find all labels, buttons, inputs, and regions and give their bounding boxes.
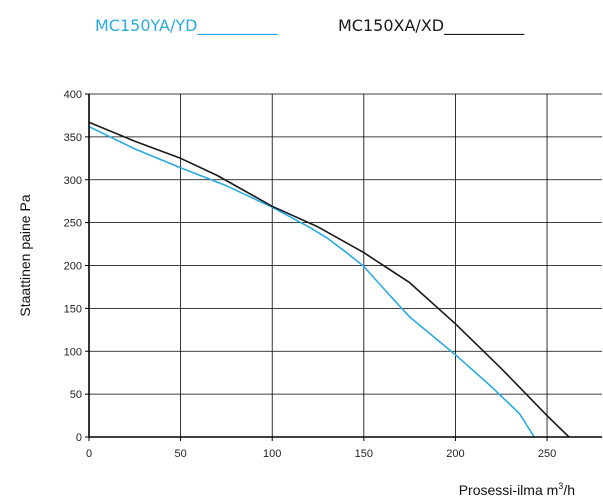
x-tick-label: 100 xyxy=(263,448,281,460)
series-line-1 xyxy=(88,125,535,438)
y-tick-label: 100 xyxy=(64,346,82,358)
y-tick-label: 0 xyxy=(76,432,82,444)
x-axis-label-unit: /h xyxy=(563,482,575,498)
series-line-2 xyxy=(88,121,570,438)
series-layer xyxy=(88,121,570,438)
x-tick-label: 200 xyxy=(446,448,464,460)
x-tick-label: 250 xyxy=(538,448,556,460)
x-tick-label: 50 xyxy=(174,448,186,460)
tick-labels: 0 50 100 150 200 250 300 350 400 0 50 100 150 200 250 xyxy=(64,89,557,460)
y-axis-label: Staattinen paine Pa xyxy=(17,194,33,316)
axes xyxy=(85,93,602,441)
y-tick-label: 150 xyxy=(64,303,82,315)
x-axis-label-sup: 3 xyxy=(558,481,563,491)
y-tick-label: 400 xyxy=(64,89,82,101)
legend-entry-2: MC150XA/XD__________ xyxy=(338,16,525,36)
y-tick-label: 350 xyxy=(64,132,82,144)
x-axis-label-main: Prosessi-ilma m xyxy=(459,482,559,498)
y-tick-label: 300 xyxy=(64,175,82,187)
y-tick-label: 250 xyxy=(64,218,82,230)
x-tick-label: 0 xyxy=(86,448,92,460)
x-axis-label: Prosessi-ilma m3/h xyxy=(459,481,575,498)
legend-entry-1: MC150YA/YD__________ xyxy=(95,16,278,36)
y-tick-label: 50 xyxy=(70,389,82,401)
legend: MC150YA/YD__________ MC150XA/XD__________ xyxy=(95,16,525,36)
x-tick-label: 150 xyxy=(355,448,373,460)
y-tick-label: 200 xyxy=(64,261,82,273)
grid xyxy=(88,93,602,438)
